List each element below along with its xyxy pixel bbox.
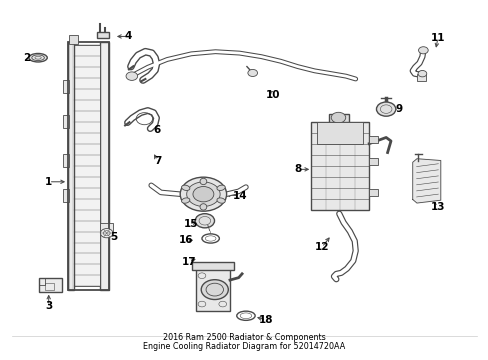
Circle shape — [330, 112, 345, 123]
Circle shape — [247, 69, 257, 77]
Text: 2016 Ram 2500 Radiator & Components: 2016 Ram 2500 Radiator & Components — [163, 333, 325, 342]
Bar — [368, 189, 377, 196]
Text: 8: 8 — [293, 165, 301, 174]
Circle shape — [418, 47, 427, 54]
Text: 5: 5 — [110, 232, 117, 242]
Text: 3: 3 — [45, 301, 52, 311]
Text: 9: 9 — [395, 104, 402, 114]
Bar — [45, 283, 54, 289]
Circle shape — [376, 102, 395, 116]
Bar — [63, 154, 69, 167]
Bar — [316, 122, 363, 144]
Bar — [69, 35, 78, 44]
Bar — [74, 45, 100, 286]
Bar — [310, 122, 368, 210]
Text: 18: 18 — [259, 315, 273, 325]
Text: 11: 11 — [430, 33, 444, 43]
Text: Engine Cooling Radiator Diagram for 52014720AA: Engine Cooling Radiator Diagram for 5201… — [143, 342, 345, 351]
Ellipse shape — [200, 204, 206, 210]
Bar — [97, 32, 108, 38]
Circle shape — [195, 214, 214, 228]
Text: 4: 4 — [124, 31, 132, 41]
Text: 15: 15 — [183, 219, 198, 229]
Text: 13: 13 — [430, 202, 444, 212]
Ellipse shape — [217, 185, 225, 190]
Text: 1: 1 — [45, 177, 52, 187]
Bar — [100, 42, 109, 290]
Ellipse shape — [200, 178, 206, 185]
Bar — [196, 263, 229, 311]
Ellipse shape — [217, 198, 225, 203]
Text: 12: 12 — [314, 242, 328, 252]
Circle shape — [186, 182, 220, 206]
Bar — [39, 278, 62, 292]
Circle shape — [417, 71, 426, 77]
Bar — [192, 262, 233, 270]
Circle shape — [126, 72, 138, 80]
Text: 2: 2 — [23, 53, 31, 63]
Bar — [416, 75, 426, 81]
Bar — [68, 42, 109, 290]
Circle shape — [201, 280, 228, 300]
Text: 16: 16 — [179, 235, 193, 245]
Ellipse shape — [29, 54, 47, 62]
Bar — [368, 136, 377, 143]
Text: 14: 14 — [232, 191, 246, 201]
Circle shape — [193, 186, 213, 202]
Ellipse shape — [181, 185, 189, 190]
Bar — [63, 189, 69, 202]
Bar — [328, 114, 348, 122]
Text: 17: 17 — [181, 257, 196, 266]
Polygon shape — [412, 159, 440, 203]
Bar — [100, 223, 112, 232]
Circle shape — [100, 229, 113, 238]
Ellipse shape — [181, 198, 189, 203]
Circle shape — [180, 177, 226, 211]
Bar — [368, 158, 377, 165]
Bar — [68, 42, 74, 290]
Bar — [63, 80, 69, 93]
Text: 7: 7 — [154, 156, 161, 166]
Text: 6: 6 — [154, 125, 161, 135]
Bar — [63, 115, 69, 127]
Text: 10: 10 — [265, 90, 280, 100]
